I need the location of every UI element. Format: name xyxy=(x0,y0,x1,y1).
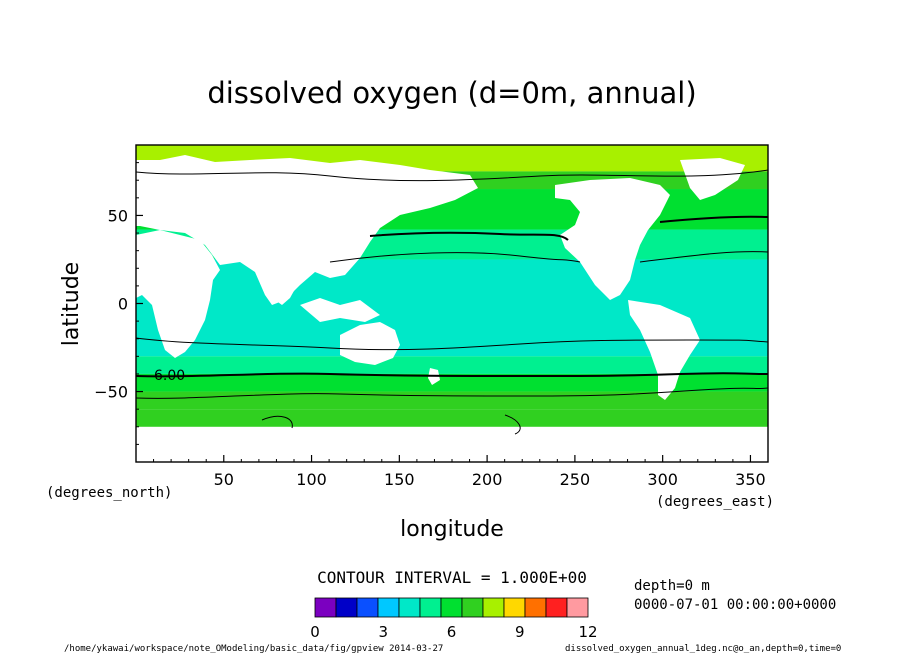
depth-info: depth=0 m xyxy=(634,578,710,594)
contour-line-south-5 xyxy=(136,337,768,351)
colorbar-swatch xyxy=(503,597,526,618)
colorbar-swatch xyxy=(377,597,400,618)
ocean-band-6 xyxy=(136,373,768,392)
ocean-band-8 xyxy=(136,409,768,427)
colorbar-tick-label: 0 xyxy=(310,623,320,641)
colorbar-tick-label: 3 xyxy=(378,623,388,641)
ocean-band-5 xyxy=(136,356,768,374)
colorbar-tick-label: 9 xyxy=(515,623,525,641)
colorbar-swatch xyxy=(419,597,442,618)
colorbar-swatch xyxy=(545,597,568,618)
y-tick-label: 0 xyxy=(118,295,128,314)
x-tick-label: 350 xyxy=(735,470,766,489)
land-mask xyxy=(136,155,768,462)
land-se-asia-islands xyxy=(300,298,380,322)
contour-line-north-5 xyxy=(329,251,768,263)
contour-line-south-7 xyxy=(136,387,768,399)
x-tick-label: 150 xyxy=(384,470,415,489)
colorbar-swatch xyxy=(398,597,421,618)
x-tick-label: 300 xyxy=(647,470,678,489)
x-tick-label: 200 xyxy=(472,470,503,489)
contour-line-north-7 xyxy=(136,169,768,182)
ocean-band-7 xyxy=(136,391,768,410)
colorbar xyxy=(314,597,589,618)
colorbar-swatch xyxy=(356,597,379,618)
land-australia xyxy=(340,322,400,365)
footer-path: /home/ykawai/workspace/note_OModeling/ba… xyxy=(64,644,443,654)
y-tick-label: 50 xyxy=(108,206,128,225)
contour-line-south-8 xyxy=(261,414,521,435)
x-axis-ticks: 50 100 150 200 250 300 350 xyxy=(153,455,766,489)
chart-title: dissolved oxygen (d=0m, annual) xyxy=(207,76,696,110)
x-axis-unit: (degrees_east) xyxy=(656,494,774,510)
contour-lines xyxy=(136,169,768,435)
land-africa xyxy=(136,230,220,358)
y-axis-unit: (degrees_north) xyxy=(46,485,172,501)
time-info: 0000-07-01 00:00:00+0000 xyxy=(634,597,836,613)
colorbar-tick-label: 6 xyxy=(447,623,457,641)
y-tick-label: −50 xyxy=(94,383,128,402)
colorbar-swatch xyxy=(482,597,505,618)
land-antarctica xyxy=(136,430,768,462)
colorbar-tick-labels: 0 3 6 9 12 xyxy=(310,623,597,641)
colorbar-swatch xyxy=(461,597,484,618)
footer-source: dissolved_oxygen_annual_1deg.nc@o_an,dep… xyxy=(565,644,841,654)
colorbar-swatch xyxy=(566,597,589,618)
colorbar-tick-label: 12 xyxy=(578,623,597,641)
x-tick-label: 100 xyxy=(296,470,327,489)
plot-area: 6.00 xyxy=(136,145,768,462)
x-tick-label: 50 xyxy=(214,470,234,489)
y-axis-ticks: 50 0 −50 xyxy=(94,162,143,445)
land-north-america xyxy=(555,178,670,300)
contour-line-north-6 xyxy=(369,215,768,241)
colorbar-swatch xyxy=(335,597,358,618)
colorbar-swatch xyxy=(524,597,547,618)
contour-label: 6.00 xyxy=(154,368,185,384)
land-south-america xyxy=(628,300,700,400)
x-tick-label: 250 xyxy=(560,470,591,489)
land-greenland xyxy=(680,158,745,200)
land-eurasia xyxy=(136,155,478,305)
y-axis-label: latitude xyxy=(59,262,84,346)
colorbar-swatch xyxy=(314,597,337,618)
contour-interval-text: CONTOUR INTERVAL = 1.000E+00 xyxy=(317,568,587,587)
contour-line-south-6 xyxy=(136,372,768,378)
colorbar-swatch xyxy=(440,597,463,618)
x-axis-label: longitude xyxy=(400,517,504,542)
land-india xyxy=(265,262,300,305)
